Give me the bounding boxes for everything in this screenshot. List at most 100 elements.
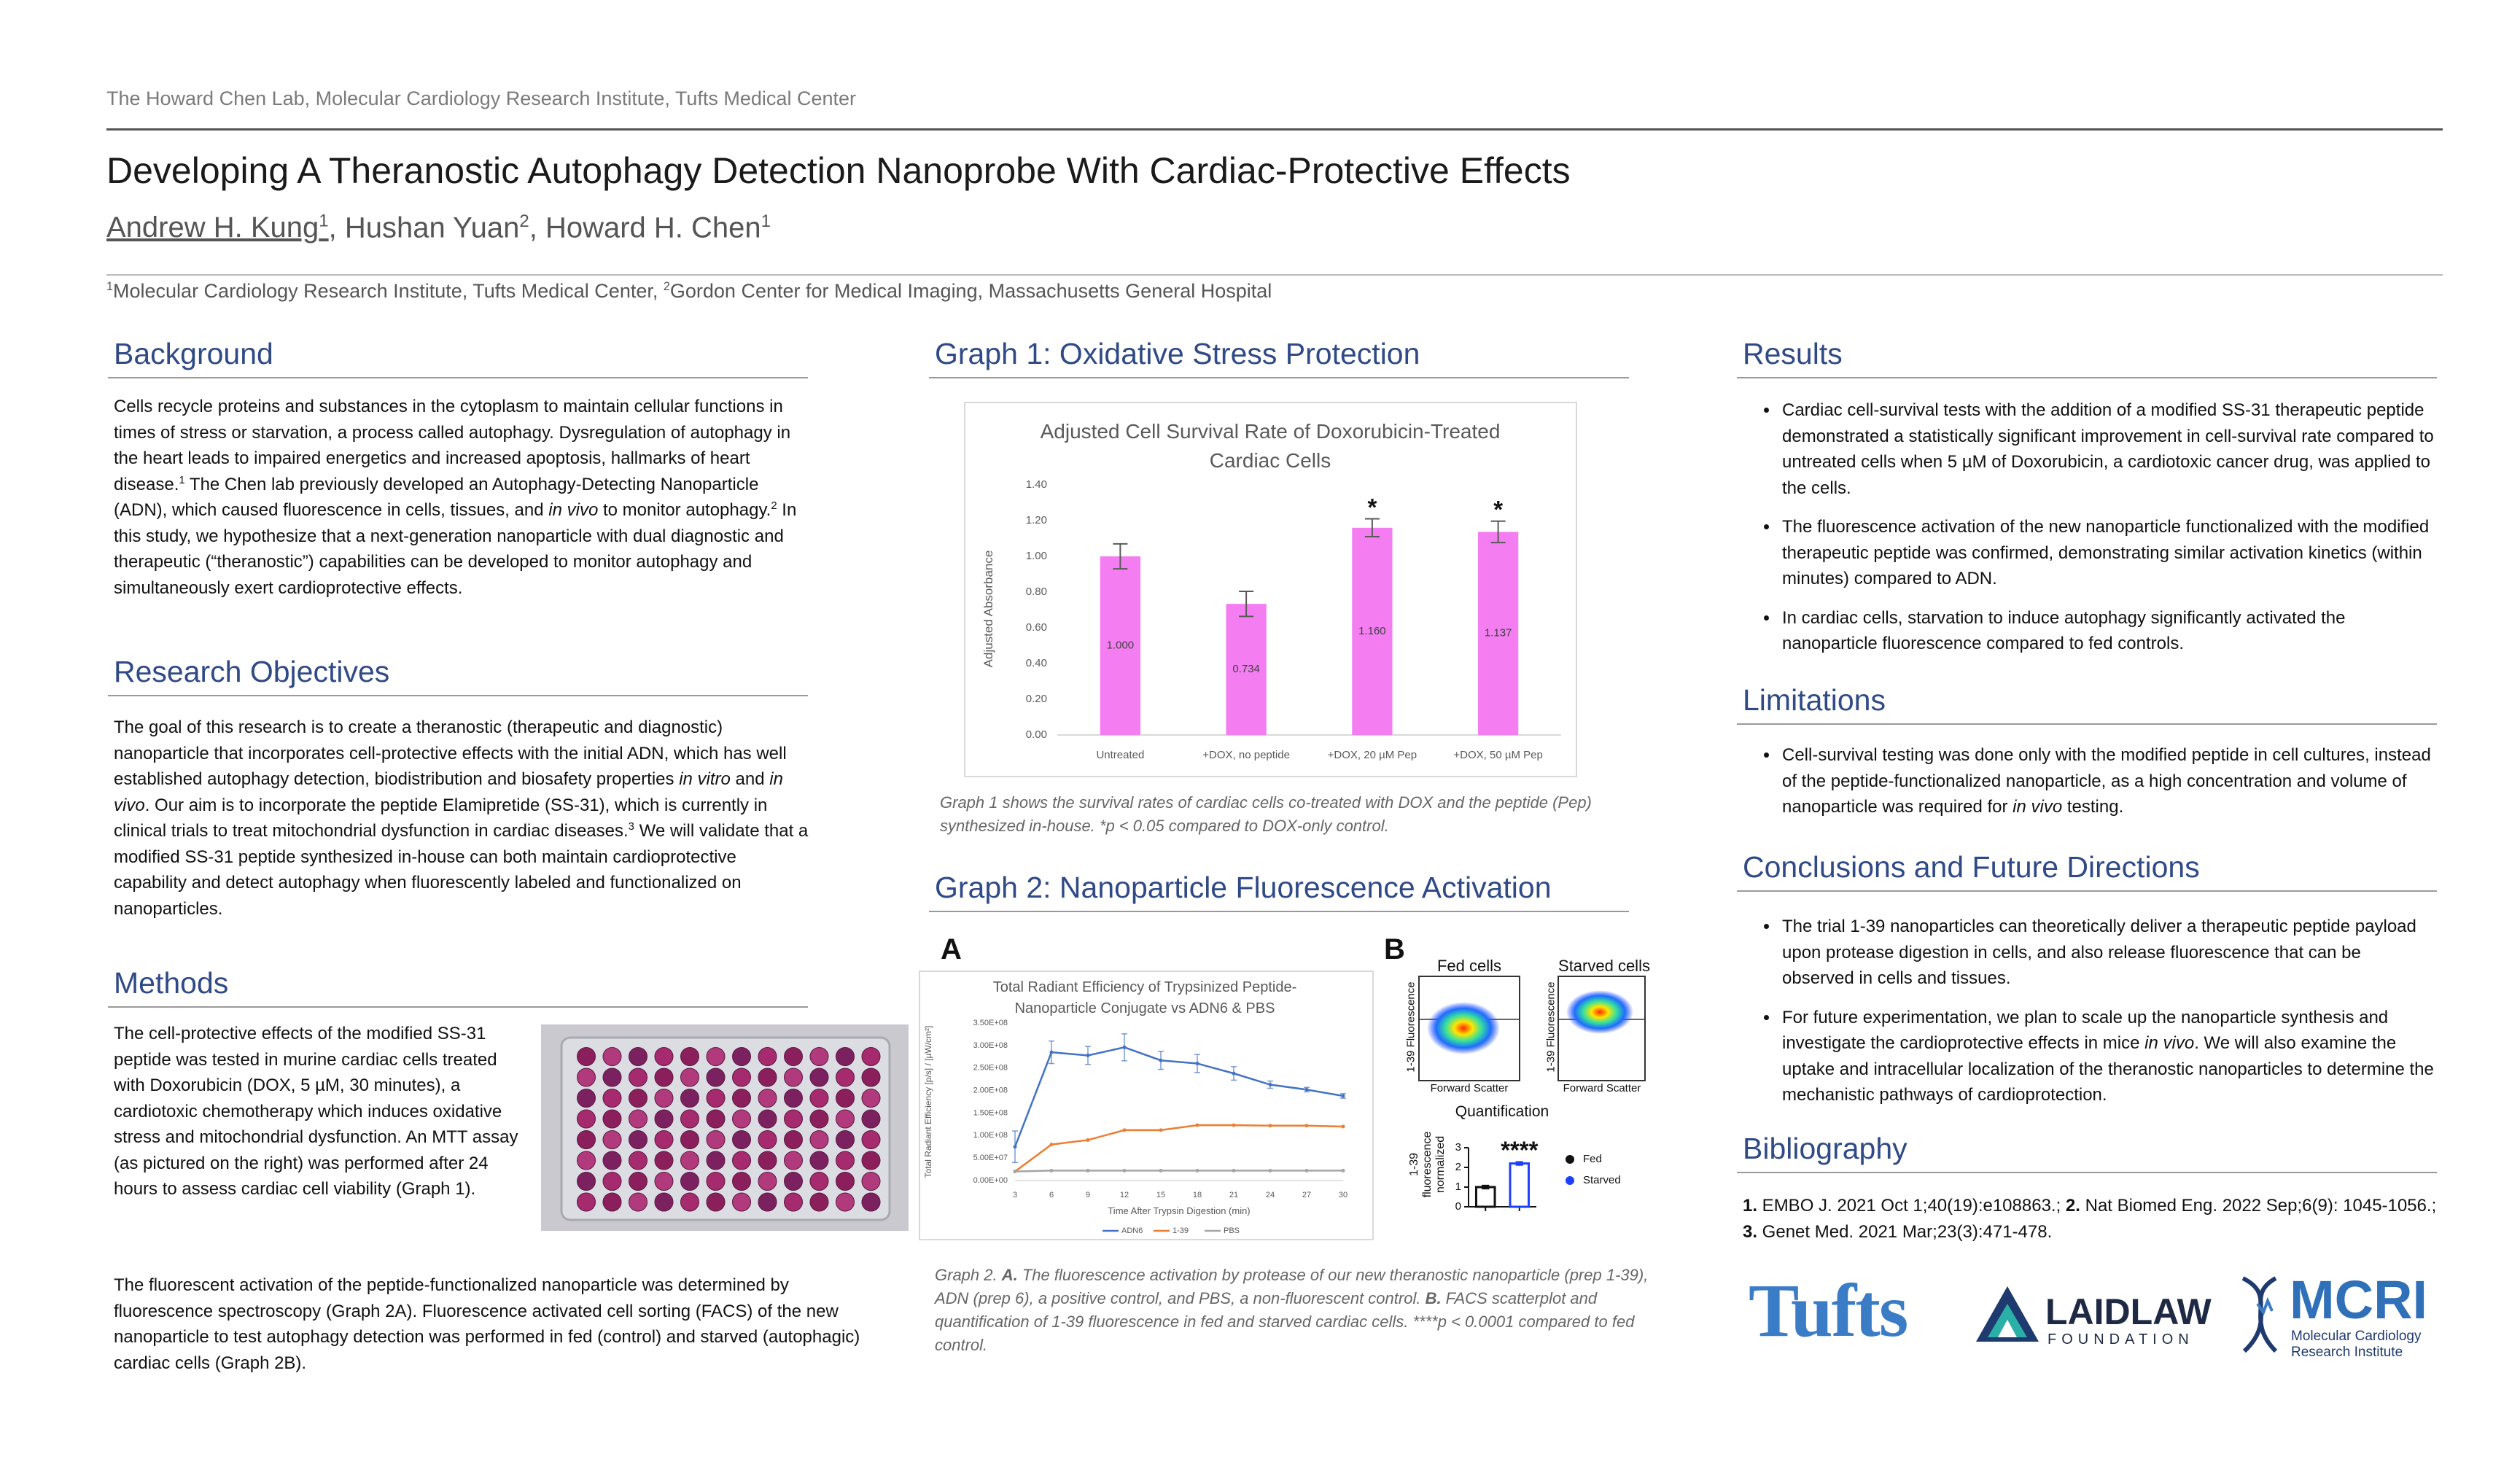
well [706, 1130, 726, 1149]
y-tick-label: 1 [1455, 1181, 1461, 1193]
well [602, 1089, 622, 1108]
affiliation-number: 1 [106, 280, 114, 293]
well [602, 1151, 622, 1170]
well [732, 1130, 751, 1149]
well [861, 1151, 881, 1170]
text-run: Genet Med. 2021 Mar;23(3):471-478. [1757, 1221, 2053, 1242]
well [836, 1192, 855, 1212]
text-run: We will validate that a modified SS-31 p… [114, 821, 809, 919]
well [758, 1172, 777, 1191]
text-run: testing. [2062, 797, 2124, 817]
facs-y-label: 1-39 Fluorescence [1404, 981, 1418, 1073]
logo-shape [2241, 1276, 2278, 1353]
header-rule [106, 274, 2443, 276]
y-tick-label: 3 [1455, 1141, 1461, 1154]
text-run: The fluorescence activation of the new n… [1782, 517, 2430, 588]
author: Andrew H. Kung1 [106, 211, 329, 244]
well [836, 1172, 855, 1191]
x-tick-label: 6 [1049, 1191, 1054, 1199]
legend-marker [1566, 1176, 1574, 1185]
panel-label: A [941, 933, 962, 965]
bullet: The fluorescence activation of the new n… [1779, 514, 2435, 592]
separator: , [652, 280, 664, 302]
point [1159, 1058, 1163, 1062]
well [861, 1130, 881, 1149]
chart-title: Total Radiant Efficiency of Trypsinized … [992, 979, 1297, 1016]
point [1086, 1168, 1090, 1172]
header-rule [106, 128, 2443, 131]
series-line [1014, 1124, 1344, 1172]
point [1086, 1138, 1090, 1142]
facs-scatter [1558, 976, 1646, 1081]
author-name: Howard H. Chen [545, 211, 761, 244]
well [577, 1047, 596, 1066]
well [758, 1151, 777, 1170]
well [836, 1089, 855, 1108]
well [577, 1068, 596, 1087]
well [861, 1089, 881, 1108]
well [836, 1068, 855, 1087]
well [602, 1109, 622, 1129]
well [784, 1047, 803, 1066]
well [577, 1192, 596, 1212]
chart-title: Adjusted Cell Survival Rate of Doxorubic… [1040, 420, 1501, 472]
text-run: 2. [2065, 1196, 2080, 1216]
affiliation-number: 2 [663, 280, 670, 293]
point [1122, 1128, 1127, 1132]
section-heading: Conclusions and Future Directions [1737, 850, 2437, 892]
well [758, 1047, 777, 1066]
mtt-plate-photo [541, 1024, 909, 1231]
well [758, 1109, 777, 1129]
well [680, 1172, 699, 1191]
series-line [1014, 1170, 1343, 1172]
well [629, 1172, 648, 1191]
separator: , [529, 211, 545, 244]
well [654, 1089, 674, 1108]
well [784, 1130, 803, 1149]
point [1049, 1143, 1054, 1147]
y-tick-label: 0.20 [1026, 693, 1047, 705]
value-label: 0.734 [1232, 663, 1260, 675]
text-run: Nat Biomed Eng. 2022 Sep;6(9): 1045-1056… [2080, 1196, 2437, 1216]
graph-caption: Graph 1 shows the survival rates of card… [940, 793, 1592, 835]
text-run: The trial 1-39 nanoparticles can theoret… [1782, 917, 2416, 988]
point [1159, 1168, 1163, 1172]
x-tick-label: Untreated [1096, 749, 1144, 761]
results-list: Cardiac cell-survival tests with the add… [1743, 397, 2435, 670]
text-run: A. [1001, 1266, 1018, 1284]
text-run: The goal of this research is to create a… [114, 718, 787, 789]
value-label: 1.137 [1485, 627, 1512, 639]
facs-y-label: 1-39 Fluorescence [1544, 981, 1558, 1073]
mcri-line: Research Institute [2291, 1345, 2403, 1360]
affiliation-name: Molecular Cardiology Research Institute,… [113, 280, 653, 302]
well [809, 1047, 829, 1066]
well [602, 1047, 622, 1066]
poster-title: Developing A Theranostic Autophagy Detec… [106, 150, 1571, 191]
text-run: For future experimentation, we plan to s… [1782, 1007, 2389, 1054]
x-tick-label: 27 [1302, 1191, 1311, 1199]
affiliations: 1Molecular Cardiology Research Institute… [106, 280, 1272, 303]
cell-density [1566, 990, 1633, 1034]
chart-frame [919, 971, 1374, 1240]
mcri-icon [2241, 1276, 2278, 1353]
text-run: FACS scatterplot and quantification of 1… [935, 1289, 1635, 1354]
bullet: The trial 1-39 nanoparticles can theoret… [1779, 914, 2435, 992]
well [809, 1068, 829, 1087]
well [680, 1130, 699, 1149]
well [654, 1172, 674, 1191]
methods-text: The fluorescent activation of the peptid… [114, 1275, 860, 1373]
text-run: In cardiac cells, starvation to induce a… [1782, 607, 2346, 654]
text-run: . We will also examine the uptake and in… [1782, 1033, 2434, 1105]
bar [1474, 1186, 1496, 1208]
well [758, 1130, 777, 1149]
well [706, 1109, 726, 1129]
well [809, 1089, 829, 1108]
mcri-name: MCRI [2290, 1269, 2428, 1330]
well [680, 1068, 699, 1087]
chart-title: Quantification [1455, 1103, 1549, 1120]
y-tick-label: 5.00E+07 [973, 1154, 1008, 1162]
bullet: Cell-survival testing was done only with… [1779, 742, 2435, 820]
legend-label: Fed [1583, 1153, 1602, 1165]
well [654, 1109, 674, 1129]
